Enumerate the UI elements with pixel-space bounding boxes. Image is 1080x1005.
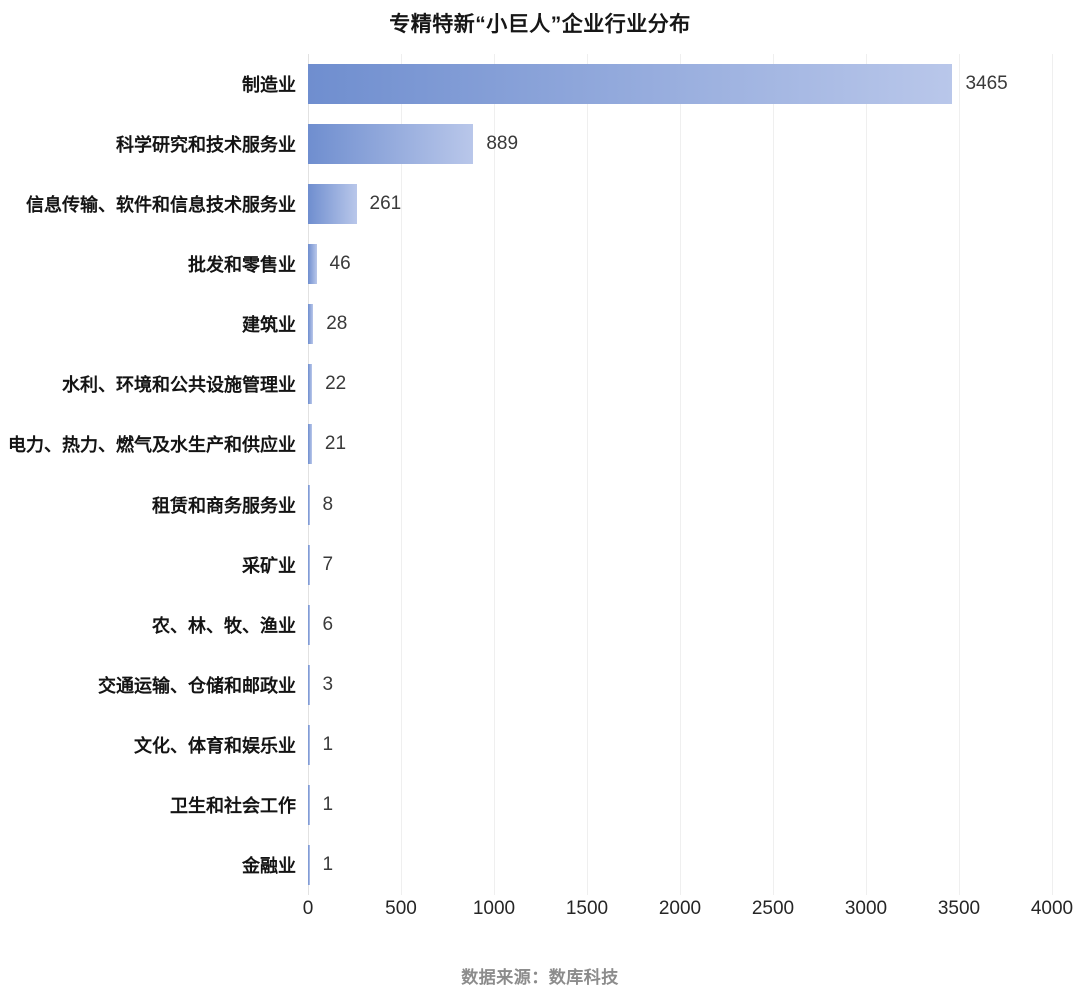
bar: [308, 844, 310, 885]
bar: [308, 64, 953, 105]
chart-row: 建筑业 28: [0, 294, 1080, 354]
value-label: 889: [486, 133, 519, 155]
value-label: 3465: [965, 73, 1008, 95]
gridline: [959, 54, 960, 895]
bar: [308, 544, 310, 585]
x-tick-label: 0: [302, 898, 314, 919]
chart-row: 科学研究和技术服务业 889: [0, 114, 1080, 174]
bar: [308, 184, 357, 225]
chart-row: 租赁和商务服务业 8: [0, 475, 1080, 535]
value-label: 3: [322, 673, 334, 695]
value-label: 28: [326, 313, 348, 335]
value-label: 21: [324, 433, 347, 455]
category-label: 租赁和商务服务业: [152, 495, 296, 516]
gridline: [866, 54, 867, 895]
x-tick-label: 3500: [937, 898, 981, 919]
bar: [308, 424, 312, 465]
bar: [308, 244, 317, 285]
gridline: [587, 54, 588, 895]
chart-row: 制造业 3465: [0, 54, 1080, 114]
plot-area: [308, 54, 1053, 895]
bar: [308, 484, 310, 525]
category-label: 金融业: [242, 855, 296, 876]
category-label: 农、林、牧、渔业: [152, 615, 296, 636]
chart-row: 水利、环境和公共设施管理业 22: [0, 354, 1080, 414]
chart-row: 文化、体育和娱乐业 1: [0, 715, 1080, 775]
x-tick-label: 500: [385, 898, 417, 919]
x-tick-label: 2500: [751, 898, 795, 919]
category-label: 采矿业: [242, 555, 296, 576]
bar: [308, 784, 310, 825]
bar: [308, 664, 310, 705]
category-label: 科学研究和技术服务业: [116, 135, 296, 156]
category-label: 电力、热力、燃气及水生产和供应业: [8, 435, 296, 456]
bar: [308, 604, 310, 645]
bar-rows: 制造业 3465 科学研究和技术服务业 889 信息传输、软件和信息技术服务业 261 批发…: [0, 54, 1080, 895]
chart-row: 采矿业 7: [0, 535, 1080, 595]
value-label: 1: [322, 793, 334, 815]
value-label: 46: [329, 253, 351, 275]
chart-row: 农、林、牧、渔业 6: [0, 595, 1080, 655]
chart-row: 卫生和社会工作 1: [0, 775, 1080, 835]
bar: [308, 364, 313, 405]
x-axis: 0 500 1000 1500 2000 2500 3000 3500 4000: [303, 898, 1073, 926]
category-label: 建筑业: [242, 315, 296, 336]
category-label: 卫生和社会工作: [170, 795, 296, 816]
x-tick-label: 3000: [844, 898, 888, 919]
chart-row: 电力、热力、燃气及水生产和供应业 21: [0, 414, 1080, 474]
gridline: [680, 54, 681, 895]
chart-row: 交通运输、仓储和邮政业 3: [0, 655, 1080, 715]
value-label: 22: [325, 373, 347, 395]
chart-row: 批发和零售业 46: [0, 234, 1080, 294]
chart-row: 信息传输、软件和信息技术服务业 261: [0, 174, 1080, 234]
gridline: [773, 54, 774, 895]
bar: [308, 724, 310, 765]
value-label: 6: [322, 613, 334, 635]
zero-axis-line: [308, 54, 309, 895]
value-label: 1: [322, 853, 334, 875]
category-label: 批发和零售业: [188, 255, 296, 276]
value-label: 1: [322, 733, 334, 755]
x-tick-label: 1500: [565, 898, 609, 919]
chart-title: 专精特新“小巨人”企业行业分布: [389, 13, 691, 36]
category-label: 文化、体育和娱乐业: [134, 735, 296, 756]
gridline: [494, 54, 495, 895]
bar: [308, 124, 474, 165]
x-tick-label: 4000: [1030, 898, 1074, 919]
bar: [308, 304, 314, 345]
chart-row: 金融业 1: [0, 835, 1080, 895]
category-label: 交通运输、仓储和邮政业: [98, 675, 296, 696]
category-label: 制造业: [242, 75, 296, 96]
category-label: 信息传输、软件和信息技术服务业: [26, 195, 296, 216]
data-source-label: 数据来源：数库科技: [461, 968, 619, 987]
gridline: [1052, 54, 1053, 895]
x-tick-label: 2000: [658, 898, 702, 919]
category-label: 水利、环境和公共设施管理业: [62, 375, 296, 396]
gridline: [401, 54, 402, 895]
value-label: 7: [322, 553, 334, 575]
value-label: 8: [322, 493, 334, 515]
x-tick-label: 1000: [472, 898, 516, 919]
value-label: 261: [369, 193, 402, 215]
